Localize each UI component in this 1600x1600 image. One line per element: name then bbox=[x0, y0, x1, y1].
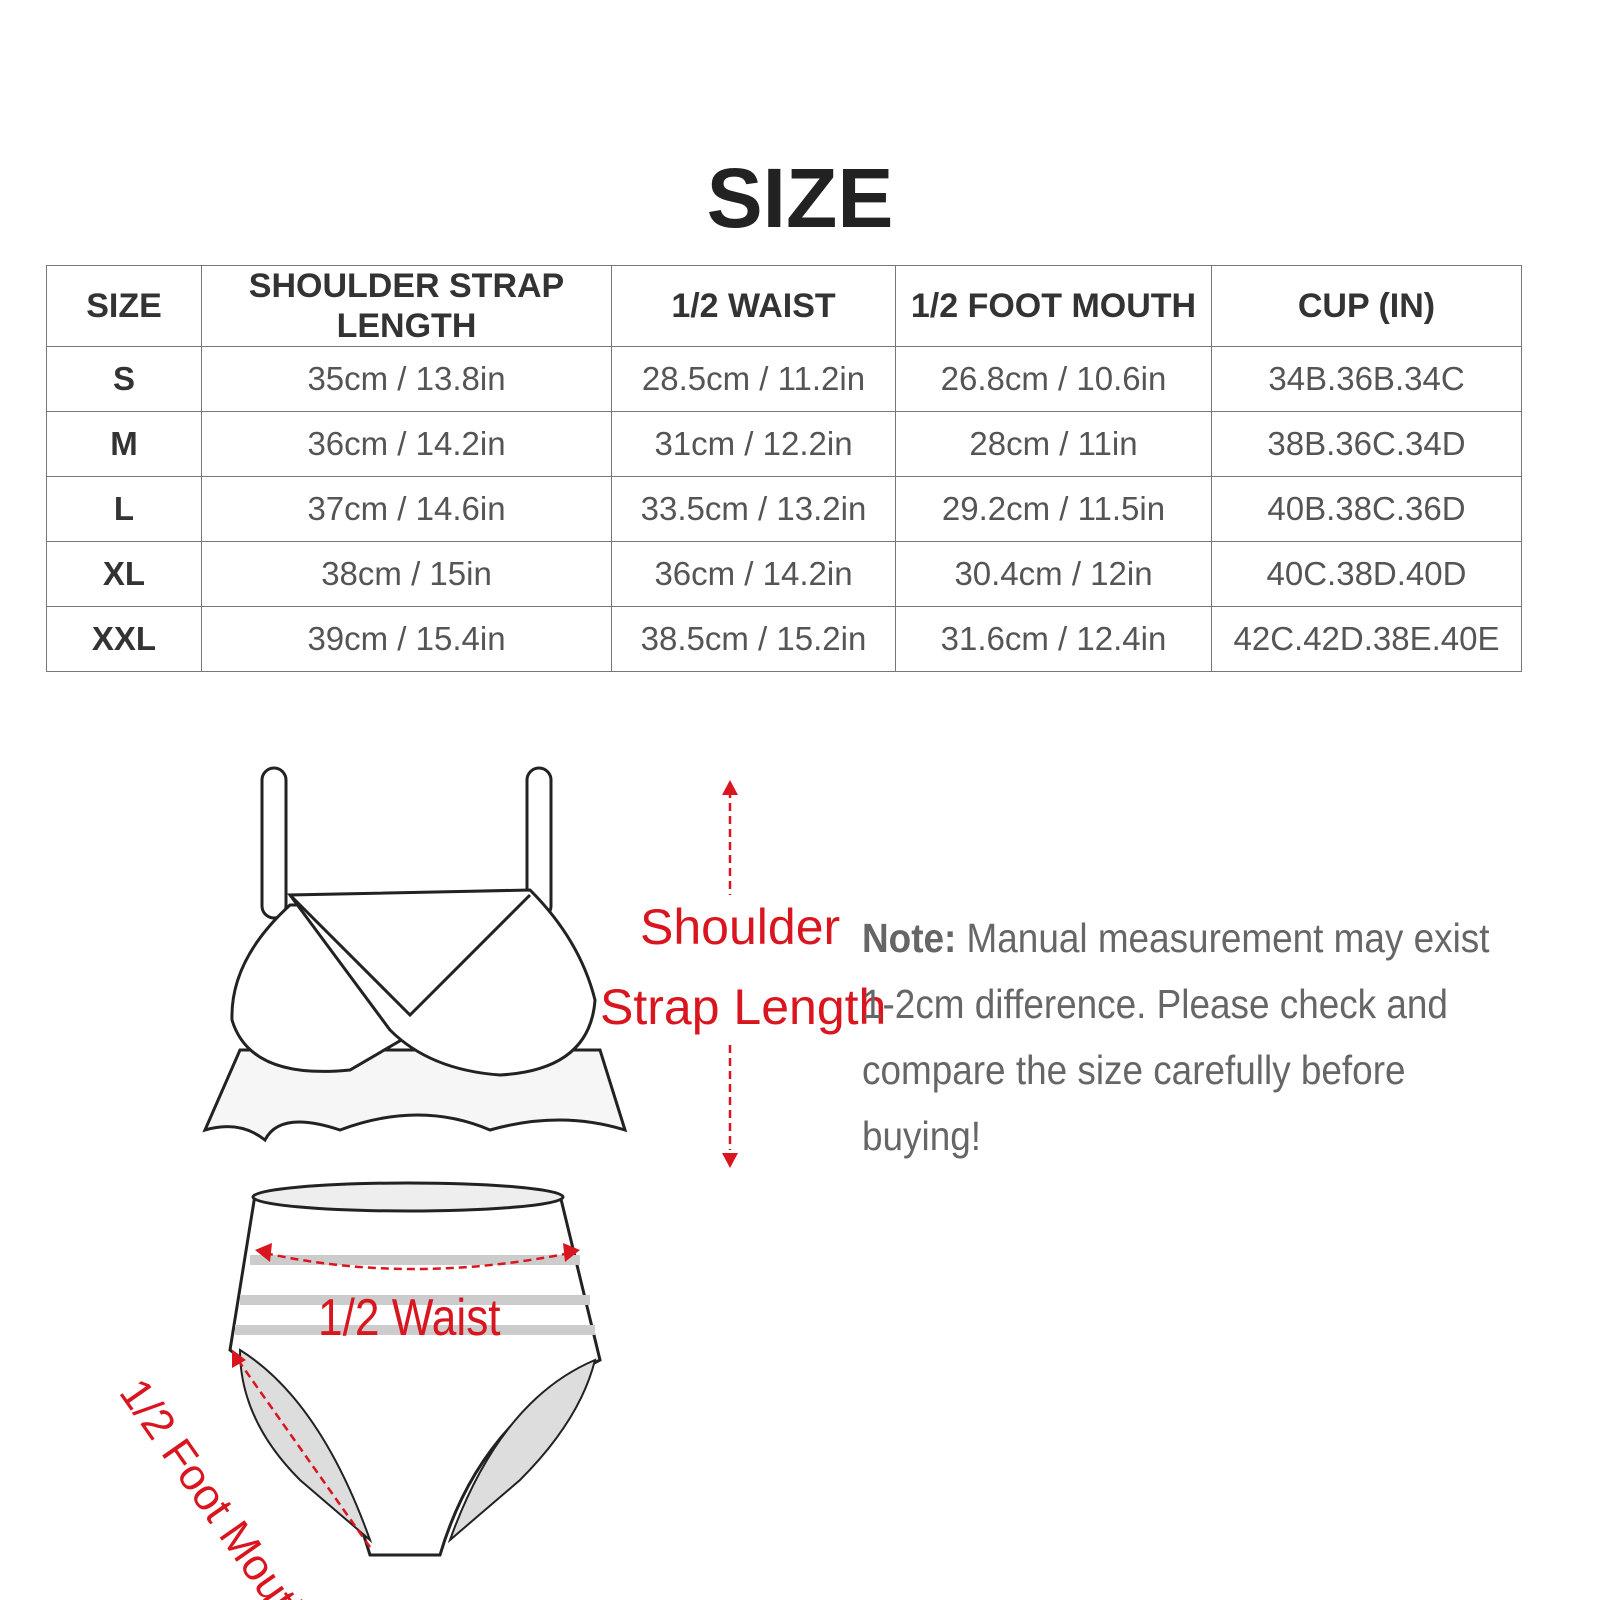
value-cell: 34B.36B.34C bbox=[1211, 346, 1522, 412]
bikini-bottom-drawing bbox=[228, 1181, 602, 1557]
table-row: L 37cm / 14.6in 33.5cm / 13.2in 29.2cm / 11… bbox=[46, 476, 1522, 542]
arrow-heads bbox=[232, 780, 738, 1368]
value-cell: 38B.36C.34D bbox=[1211, 411, 1522, 477]
page-title: SIZE bbox=[706, 151, 894, 245]
waist-label: 1/2 Waist bbox=[318, 1289, 501, 1347]
table-row: S 35cm / 13.8in 28.5cm / 11.2in 26.8cm / 10… bbox=[46, 346, 1522, 412]
measurement-arrows bbox=[236, 790, 732, 1551]
value-cell: 29.2cm / 11.5in bbox=[895, 476, 1212, 542]
note-body: Manual measurement may exist 1-2cm diffe… bbox=[862, 915, 1490, 1159]
table-row: M 36cm / 14.2in 31cm / 12.2in 28cm / 11in 38… bbox=[46, 411, 1522, 477]
size-cell: XL bbox=[46, 541, 202, 607]
value-cell: 28.5cm / 11.2in bbox=[611, 346, 896, 412]
value-cell: 33.5cm / 13.2in bbox=[611, 476, 896, 542]
table-row: XXL 39cm / 15.4in 38.5cm / 15.2in 31.6cm / … bbox=[46, 606, 1522, 672]
shoulder-label: Shoulder bbox=[640, 899, 841, 955]
value-cell: 39cm / 15.4in bbox=[201, 606, 612, 672]
size-cell: S bbox=[46, 346, 202, 412]
size-cell: L bbox=[46, 476, 202, 542]
value-cell: 38cm / 15in bbox=[201, 541, 612, 607]
value-cell: 38.5cm / 15.2in bbox=[611, 606, 896, 672]
note-text: Note: Manual measurement may exist 1-2cm… bbox=[862, 905, 1492, 1169]
note-label: Note: bbox=[862, 915, 957, 961]
header-size: SIZE bbox=[46, 265, 202, 347]
value-cell: 31.6cm / 12.4in bbox=[895, 606, 1212, 672]
table-header-row: SIZE SHOULDER STRAP LENGTH 1/2 WAIST 1/2… bbox=[46, 265, 1522, 347]
value-cell: 28cm / 11in bbox=[895, 411, 1212, 477]
value-cell: 36cm / 14.2in bbox=[201, 411, 612, 477]
strap-length-label: Strap Length bbox=[600, 979, 887, 1035]
size-table: SIZE SHOULDER STRAP LENGTH 1/2 WAIST 1/2… bbox=[46, 265, 1522, 672]
value-cell: 36cm / 14.2in bbox=[611, 541, 896, 607]
table-row: XL 38cm / 15in 36cm / 14.2in 30.4cm / 12in 4… bbox=[46, 541, 1522, 607]
size-cell: M bbox=[46, 411, 202, 477]
size-cell: XXL bbox=[46, 606, 202, 672]
value-cell: 37cm / 14.6in bbox=[201, 476, 612, 542]
value-cell: 40C.38D.40D bbox=[1211, 541, 1522, 607]
header-waist: 1/2 WAIST bbox=[611, 265, 896, 347]
bikini-top-drawing bbox=[202, 766, 628, 1143]
header-cup: CUP (IN) bbox=[1211, 265, 1522, 347]
value-cell: 30.4cm / 12in bbox=[895, 541, 1212, 607]
value-cell: 42C.42D.38E.40E bbox=[1211, 606, 1522, 672]
value-cell: 31cm / 12.2in bbox=[611, 411, 896, 477]
